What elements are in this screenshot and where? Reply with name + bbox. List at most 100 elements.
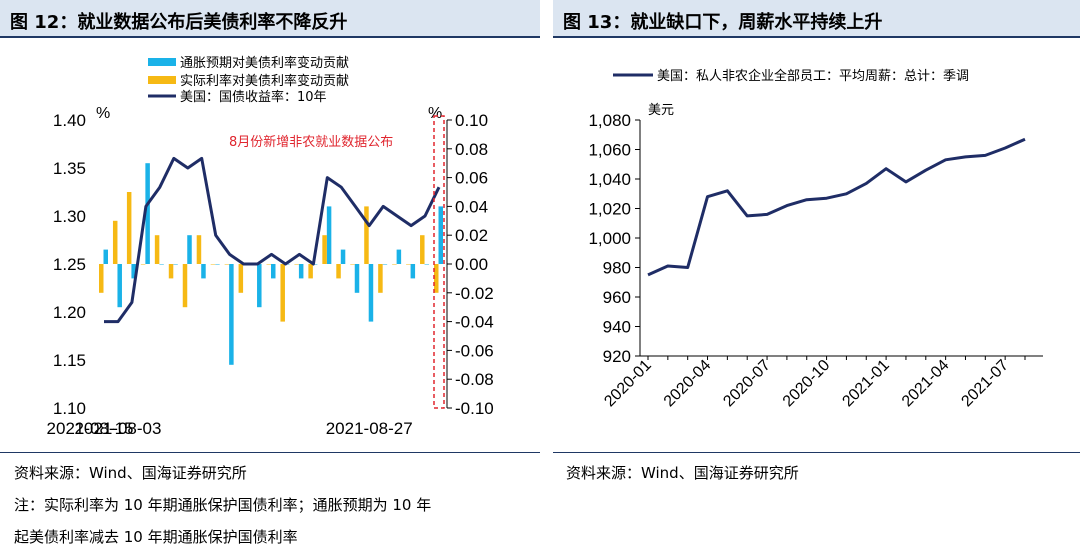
legend-label-weekly-wage: 美国：私人非农企业全部员工：平均周薪：总计：季调: [657, 68, 969, 84]
bar-real-rate-contribution: [140, 264, 146, 265]
right-axis-unit: %: [428, 105, 442, 122]
bar-inflation-contribution: [396, 249, 402, 264]
bar-inflation-contribution: [368, 264, 374, 322]
bar-real-rate-contribution: [224, 264, 230, 265]
y-tick-label: 1,000: [588, 229, 631, 248]
legend-swatch-inflation: [148, 58, 176, 66]
x-tick-label: 2020-07: [720, 357, 774, 411]
bar-inflation-contribution: [215, 264, 220, 265]
y-tick-label: 960: [603, 288, 631, 307]
bar-real-rate-contribution: [99, 264, 104, 293]
announcement-annotation: 8月份新增非农就业数据公布: [229, 134, 393, 150]
right-chart: 美国：私人非农企业全部员工：平均周薪：总计：季调 美元 920 940 960 980…: [588, 68, 1043, 411]
bar-real-rate-contribution: [350, 264, 355, 265]
x-tick-label: 2021-04: [899, 357, 953, 411]
right-y-tick-label: -0.10: [455, 399, 494, 418]
left-y-tick-label: 1.10: [53, 399, 86, 418]
left-figure-header: 图 12：就业数据公布后美债利率不降反升: [0, 0, 540, 38]
bar-real-rate-contribution: [210, 264, 216, 265]
bar-real-rate-contribution: [294, 264, 299, 265]
left-y-tick-label: 1.35: [53, 159, 86, 178]
bar-inflation-contribution: [257, 264, 262, 308]
bar-real-rate-contribution: [182, 264, 188, 308]
right-y-tick-label: 0.06: [455, 169, 488, 188]
bar-inflation-contribution: [424, 264, 430, 265]
bar-inflation-contribution: [103, 249, 108, 264]
bar-inflation-contribution: [201, 264, 206, 279]
bar-inflation-contribution: [229, 264, 234, 365]
bar-inflation-contribution: [438, 206, 443, 264]
legend-swatch-real: [148, 76, 176, 84]
right-figure-header: 图 13：就业缺口下，周薪水平持续上升: [553, 0, 1080, 38]
bar-real-rate-contribution: [126, 192, 132, 264]
bar-real-rate-contribution: [168, 264, 174, 279]
y-axis-unit: 美元: [648, 103, 674, 118]
x-tick-label: 2021-01: [839, 357, 893, 411]
right-y-tick-label: 0.10: [455, 111, 488, 130]
bar-real-rate-contribution: [434, 264, 439, 293]
right-y-tick-label: 0.00: [455, 255, 488, 274]
bar-real-rate-contribution: [154, 235, 160, 264]
bar-real-rate-contribution: [378, 264, 383, 293]
bar-inflation-contribution: [159, 264, 164, 265]
right-footer-rule: [553, 452, 1080, 453]
left-chart: 通胀预期对美债利率变动贡献 实际利率对美债利率变动贡献 美国：国债收益率：10年…: [47, 55, 494, 438]
line-10y-treasury-yield: [104, 156, 441, 324]
bar-inflation-contribution: [340, 249, 346, 264]
left-note-line-2: 起美债利率减去 10 年期通胀保护国债利率: [14, 528, 298, 546]
legend-label-yield: 美国：国债收益率：10年: [180, 89, 327, 105]
bar-real-rate-contribution: [196, 235, 202, 264]
bar-inflation-contribution: [271, 264, 276, 279]
right-y-tick-label: 0.02: [455, 226, 488, 245]
left-y-tick-label: 1.40: [53, 111, 86, 130]
left-figure-title: 图 12：就业数据公布后美债利率不降反升: [10, 12, 348, 33]
y-tick-label: 1,080: [588, 111, 631, 130]
x-tick-label: 2021-07: [958, 357, 1012, 411]
announcement-highlight-box: [433, 115, 445, 409]
right-y-tick-label: -0.08: [455, 370, 494, 389]
left-axis-unit: %: [96, 105, 110, 122]
bar-inflation-contribution: [117, 264, 122, 308]
bar-real-rate-contribution: [364, 206, 369, 264]
bar-inflation-contribution: [312, 264, 318, 265]
bar-inflation-contribution: [354, 264, 360, 293]
left-note-line-1: 注：实际利率为 10 年期通胀保护国债利率；通胀预期为 10 年: [14, 496, 432, 514]
bar-real-rate-contribution: [280, 264, 285, 322]
x-tick-label: 2021-08-15: [47, 419, 134, 438]
left-footer-rule: [0, 452, 540, 453]
bar-real-rate-contribution: [392, 264, 397, 265]
right-figure-title: 图 13：就业缺口下，周薪水平持续上升: [563, 12, 883, 33]
bar-inflation-contribution: [187, 235, 192, 264]
bar-real-rate-contribution: [266, 264, 271, 265]
bar-real-rate-contribution: [406, 264, 411, 265]
legend-label-real: 实际利率对美债利率变动贡献: [180, 73, 349, 89]
bar-real-rate-contribution: [336, 264, 341, 279]
left-y-tick-label: 1.25: [53, 255, 86, 274]
y-tick-label: 1,020: [588, 200, 631, 219]
bar-real-rate-contribution: [112, 220, 118, 264]
bar-inflation-contribution: [410, 264, 416, 279]
left-y-tick-label: 1.20: [53, 303, 86, 322]
right-y-tick-label: -0.06: [455, 341, 494, 360]
x-tick-label: 2020-10: [780, 357, 834, 411]
left-y-tick-label: 1.30: [53, 207, 86, 226]
bar-inflation-contribution: [326, 206, 332, 264]
bar-inflation-contribution: [173, 264, 178, 265]
right-y-tick-label: 0.08: [455, 140, 488, 159]
legend-label-inflation: 通胀预期对美债利率变动贡献: [180, 55, 349, 71]
y-tick-label: 980: [603, 259, 631, 278]
x-tick-label: 2020-04: [661, 357, 715, 411]
right-y-tick-label: 0.04: [455, 197, 488, 216]
right-y-tick-label: -0.04: [455, 313, 494, 332]
x-tick-label: 2021-08-27: [326, 419, 413, 438]
right-y-tick-label: -0.02: [455, 284, 494, 303]
right-source: 资料来源：Wind、国海证券研究所: [566, 464, 799, 482]
y-tick-label: 940: [603, 318, 631, 337]
left-y-tick-label: 1.15: [53, 351, 86, 370]
line-average-weekly-earnings: [647, 137, 1026, 277]
bar-real-rate-contribution: [420, 235, 425, 264]
left-source: 资料来源：Wind、国海证券研究所: [14, 464, 247, 482]
bar-real-rate-contribution: [308, 264, 313, 279]
y-tick-label: 1,060: [588, 141, 631, 160]
bar-inflation-contribution: [131, 264, 136, 279]
